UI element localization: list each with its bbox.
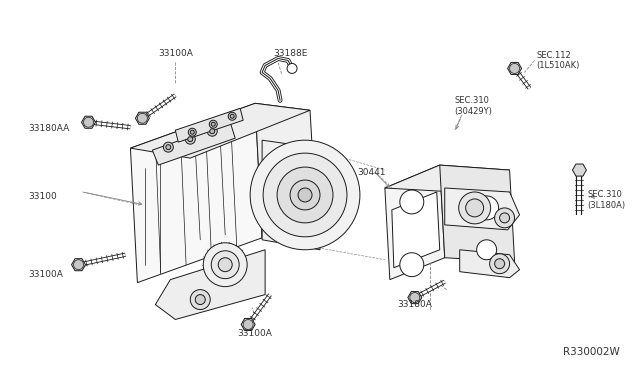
Circle shape <box>218 258 232 272</box>
Polygon shape <box>385 165 509 192</box>
Circle shape <box>190 130 195 134</box>
Circle shape <box>500 213 509 223</box>
Text: 33180AA: 33180AA <box>29 124 70 133</box>
Circle shape <box>83 117 93 127</box>
Text: 33100A: 33100A <box>158 48 193 58</box>
Text: 30441: 30441 <box>357 168 385 177</box>
Circle shape <box>210 129 215 134</box>
Circle shape <box>228 112 236 120</box>
Circle shape <box>204 243 247 286</box>
Polygon shape <box>81 116 95 128</box>
Circle shape <box>163 142 173 152</box>
Circle shape <box>495 259 504 269</box>
Polygon shape <box>136 112 149 124</box>
Text: 33180A: 33180A <box>397 299 432 309</box>
Polygon shape <box>385 165 445 280</box>
Circle shape <box>287 64 297 73</box>
Circle shape <box>207 126 217 136</box>
Polygon shape <box>241 318 255 330</box>
Circle shape <box>74 260 83 270</box>
Circle shape <box>211 251 239 279</box>
Circle shape <box>495 208 515 228</box>
Polygon shape <box>262 140 320 250</box>
Circle shape <box>290 180 320 210</box>
Text: SEC.112: SEC.112 <box>536 51 572 60</box>
Circle shape <box>138 113 147 123</box>
Circle shape <box>400 190 424 214</box>
Circle shape <box>298 188 312 202</box>
Polygon shape <box>440 165 515 262</box>
Text: SEC.310: SEC.310 <box>588 190 622 199</box>
Polygon shape <box>255 103 318 248</box>
Polygon shape <box>392 192 440 268</box>
Circle shape <box>477 240 497 260</box>
Text: 33188E: 33188E <box>273 48 307 58</box>
Text: (30429Y): (30429Y) <box>454 107 493 116</box>
Text: SEC.310: SEC.310 <box>454 96 490 105</box>
Circle shape <box>230 114 234 118</box>
Polygon shape <box>131 103 310 158</box>
Circle shape <box>243 320 253 330</box>
Polygon shape <box>175 108 243 142</box>
Circle shape <box>509 64 520 73</box>
Polygon shape <box>445 188 520 230</box>
Circle shape <box>209 120 217 128</box>
Circle shape <box>400 253 424 277</box>
Text: (3L180A): (3L180A) <box>588 201 625 210</box>
Polygon shape <box>156 250 265 320</box>
Circle shape <box>490 254 509 274</box>
Circle shape <box>188 128 196 136</box>
Circle shape <box>190 290 210 310</box>
Circle shape <box>166 145 171 150</box>
Polygon shape <box>408 292 422 304</box>
Circle shape <box>466 199 484 217</box>
Polygon shape <box>460 250 520 278</box>
Circle shape <box>277 167 333 223</box>
Text: 33100A: 33100A <box>29 270 63 279</box>
Text: (1L510AK): (1L510AK) <box>536 61 580 70</box>
Circle shape <box>186 134 195 144</box>
Polygon shape <box>152 122 235 165</box>
Circle shape <box>195 295 205 305</box>
Circle shape <box>250 140 360 250</box>
Circle shape <box>263 153 347 237</box>
Circle shape <box>475 196 499 220</box>
Polygon shape <box>72 259 86 271</box>
Circle shape <box>410 293 420 302</box>
Text: 33100A: 33100A <box>237 330 273 339</box>
Polygon shape <box>131 103 262 283</box>
Polygon shape <box>508 62 522 74</box>
Polygon shape <box>572 164 586 176</box>
Circle shape <box>211 122 215 126</box>
Text: R330002W: R330002W <box>563 347 620 357</box>
Circle shape <box>188 137 193 142</box>
Text: 33100: 33100 <box>29 192 58 201</box>
Circle shape <box>459 192 491 224</box>
